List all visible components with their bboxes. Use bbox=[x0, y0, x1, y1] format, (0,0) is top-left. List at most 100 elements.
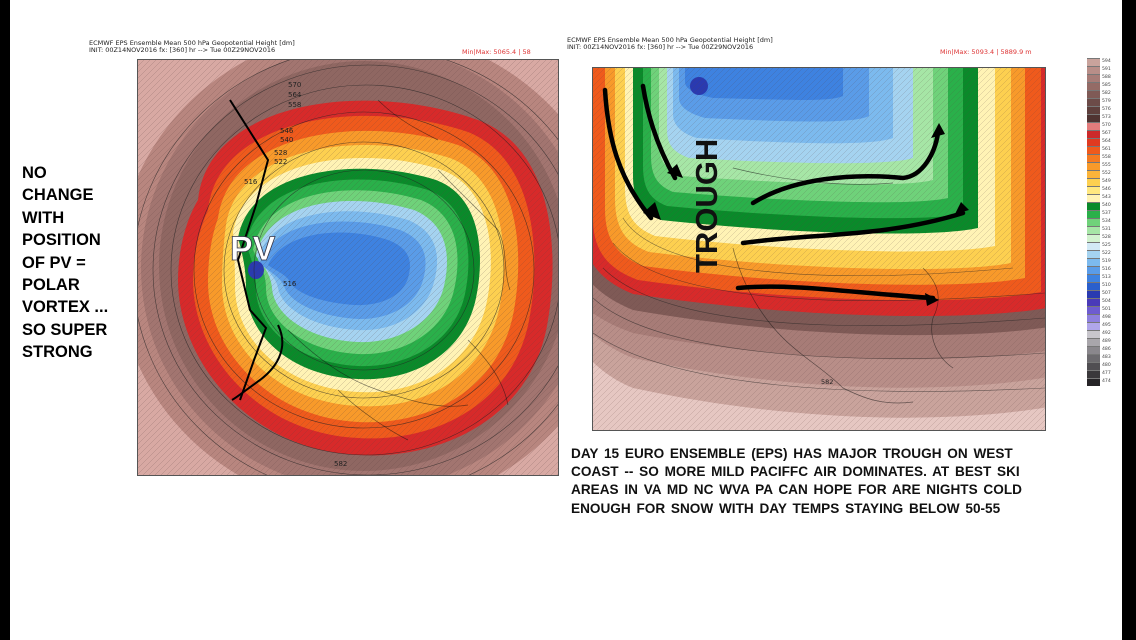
color-legend-swatch bbox=[1087, 290, 1100, 298]
color-legend-label: 480 bbox=[1102, 363, 1111, 368]
color-legend-label: 579 bbox=[1102, 99, 1111, 104]
color-legend-swatch bbox=[1087, 82, 1100, 90]
color-legend-swatch bbox=[1087, 58, 1100, 66]
color-legend-swatch bbox=[1087, 266, 1100, 274]
color-legend-swatch bbox=[1087, 298, 1100, 306]
color-legend-swatch bbox=[1087, 162, 1100, 170]
color-legend-label: 489 bbox=[1102, 339, 1111, 344]
left-map-title: ECMWF EPS Ensemble Mean 500 hPa Geopoten… bbox=[89, 39, 295, 47]
color-legend-label: 525 bbox=[1102, 243, 1111, 248]
color-legend-label: 492 bbox=[1102, 331, 1111, 336]
color-legend-swatch bbox=[1087, 186, 1100, 194]
right-map-minmax: Min|Max: 5093.4 | 5889.9 m bbox=[940, 48, 1032, 56]
color-legend-swatch bbox=[1087, 138, 1100, 146]
color-legend-label: 591 bbox=[1102, 67, 1111, 72]
color-legend-label: 498 bbox=[1102, 315, 1111, 320]
left-contour-label-570: 570 bbox=[288, 81, 301, 89]
color-legend-label: 513 bbox=[1102, 275, 1111, 280]
color-legend-label: 570 bbox=[1102, 123, 1111, 128]
color-legend-swatch bbox=[1087, 194, 1100, 202]
color-legend-label: 567 bbox=[1102, 131, 1111, 136]
color-legend-label: 558 bbox=[1102, 155, 1111, 160]
left-contour-label-564: 564 bbox=[288, 91, 302, 99]
color-legend-label: 495 bbox=[1102, 323, 1111, 328]
right-map-title: ECMWF EPS Ensemble Mean 500 hPa Geopoten… bbox=[567, 36, 773, 44]
color-legend-swatch bbox=[1087, 210, 1100, 218]
right-contour-label-582: 582 bbox=[821, 378, 833, 386]
color-legend-swatch bbox=[1087, 362, 1100, 370]
color-legend-label: 588 bbox=[1102, 75, 1111, 80]
color-legend-label: 573 bbox=[1102, 115, 1111, 120]
color-legend-swatch bbox=[1087, 114, 1100, 122]
left-contour-label-516b: 516 bbox=[283, 280, 297, 288]
color-legend-label: 501 bbox=[1102, 307, 1111, 312]
color-legend-swatch bbox=[1087, 122, 1100, 130]
caption-text: DAY 15 EURO ENSEMBLE (EPS) HAS MAJOR TRO… bbox=[571, 446, 1022, 516]
right-map-init: INIT: 00Z14NOV2016 fx: [360] hr --> Tue … bbox=[567, 43, 754, 52]
color-legend-swatch bbox=[1087, 354, 1100, 362]
right-map-panel: TROUGH 582 bbox=[592, 67, 1046, 431]
color-legend-label: 534 bbox=[1102, 219, 1111, 224]
color-legend-swatch bbox=[1087, 234, 1100, 242]
left-contour-label-546: 546 bbox=[280, 127, 294, 135]
left-map-init: INIT: 00Z14NOV2016 fx: [360] hr --> Tue … bbox=[89, 46, 276, 55]
color-legend-swatch bbox=[1087, 370, 1100, 378]
trough-overlay-label: TROUGH bbox=[689, 139, 724, 273]
color-legend-swatch bbox=[1087, 258, 1100, 266]
left-map-panel: 570 564 558 546 540 528 522 516 516 582 … bbox=[137, 59, 559, 476]
left-contour-label-540: 540 bbox=[280, 136, 293, 144]
color-legend-swatch bbox=[1087, 346, 1100, 354]
color-legend-swatch bbox=[1087, 322, 1100, 330]
color-legend-label: 474 bbox=[1102, 379, 1111, 384]
color-legend-swatch bbox=[1087, 218, 1100, 226]
color-legend-swatch bbox=[1087, 226, 1100, 234]
color-legend-swatch bbox=[1087, 338, 1100, 346]
left-contour-label-558: 558 bbox=[288, 101, 301, 109]
color-legend-label: 516 bbox=[1102, 267, 1111, 272]
left-contour-label-522: 522 bbox=[274, 158, 287, 166]
color-legend-label: 594 bbox=[1102, 59, 1111, 64]
right-map-header: ECMWF EPS Ensemble Mean 500 hPa Geopoten… bbox=[567, 36, 773, 52]
color-legend-label: 576 bbox=[1102, 107, 1111, 112]
left-map-svg: 570 564 558 546 540 528 522 516 516 582 … bbox=[138, 60, 558, 475]
color-legend-swatch bbox=[1087, 106, 1100, 114]
side-note: NO CHANGE WITH POSITION OF PV = POLAR VO… bbox=[22, 164, 109, 362]
color-legend-label: 564 bbox=[1102, 139, 1111, 144]
color-legend-label: 585 bbox=[1102, 83, 1111, 88]
color-legend-swatch bbox=[1087, 242, 1100, 250]
color-legend-swatch bbox=[1087, 306, 1100, 314]
color-legend-swatch bbox=[1087, 130, 1100, 138]
color-legend-label: 507 bbox=[1102, 291, 1111, 296]
left-map-minmax: Min|Max: 5065.4 | 58 bbox=[462, 48, 531, 56]
color-legend-label: 510 bbox=[1102, 283, 1111, 288]
color-legend-label: 486 bbox=[1102, 347, 1111, 352]
color-legend-label: 483 bbox=[1102, 355, 1111, 360]
color-legend-swatch bbox=[1087, 90, 1100, 98]
color-legend-label: 528 bbox=[1102, 235, 1111, 240]
color-legend-label: 552 bbox=[1102, 171, 1111, 176]
color-legend-label: 522 bbox=[1102, 251, 1111, 256]
color-legend-swatch bbox=[1087, 314, 1100, 322]
color-legend-swatch bbox=[1087, 202, 1100, 210]
color-legend-swatch bbox=[1087, 178, 1100, 186]
color-legend-label: 540 bbox=[1102, 203, 1111, 208]
color-legend-swatch bbox=[1087, 170, 1100, 178]
color-legend-label: 549 bbox=[1102, 179, 1111, 184]
color-legend-swatch bbox=[1087, 146, 1100, 154]
color-legend-swatch bbox=[1087, 154, 1100, 162]
left-contour-label-582: 582 bbox=[334, 460, 347, 468]
color-legend-swatch bbox=[1087, 378, 1100, 386]
color-legend-swatch bbox=[1087, 74, 1100, 82]
left-map-header: ECMWF EPS Ensemble Mean 500 hPa Geopoten… bbox=[89, 39, 295, 55]
color-legend-bar bbox=[1087, 58, 1100, 386]
left-contour-label-516a: 516 bbox=[244, 178, 258, 186]
color-legend-label: 543 bbox=[1102, 195, 1111, 200]
color-legend-label: 561 bbox=[1102, 147, 1111, 152]
color-legend-label: 537 bbox=[1102, 211, 1111, 216]
color-legend-label: 546 bbox=[1102, 187, 1111, 192]
color-legend-swatch bbox=[1087, 98, 1100, 106]
left-contour-label-528: 528 bbox=[274, 149, 287, 157]
right-map-svg: TROUGH 582 bbox=[593, 68, 1045, 430]
color-legend-label: 504 bbox=[1102, 299, 1111, 304]
color-legend-labels: 594 591 588 585 582 579 576 573 570 567 564 561 558 5… bbox=[1102, 58, 1111, 386]
